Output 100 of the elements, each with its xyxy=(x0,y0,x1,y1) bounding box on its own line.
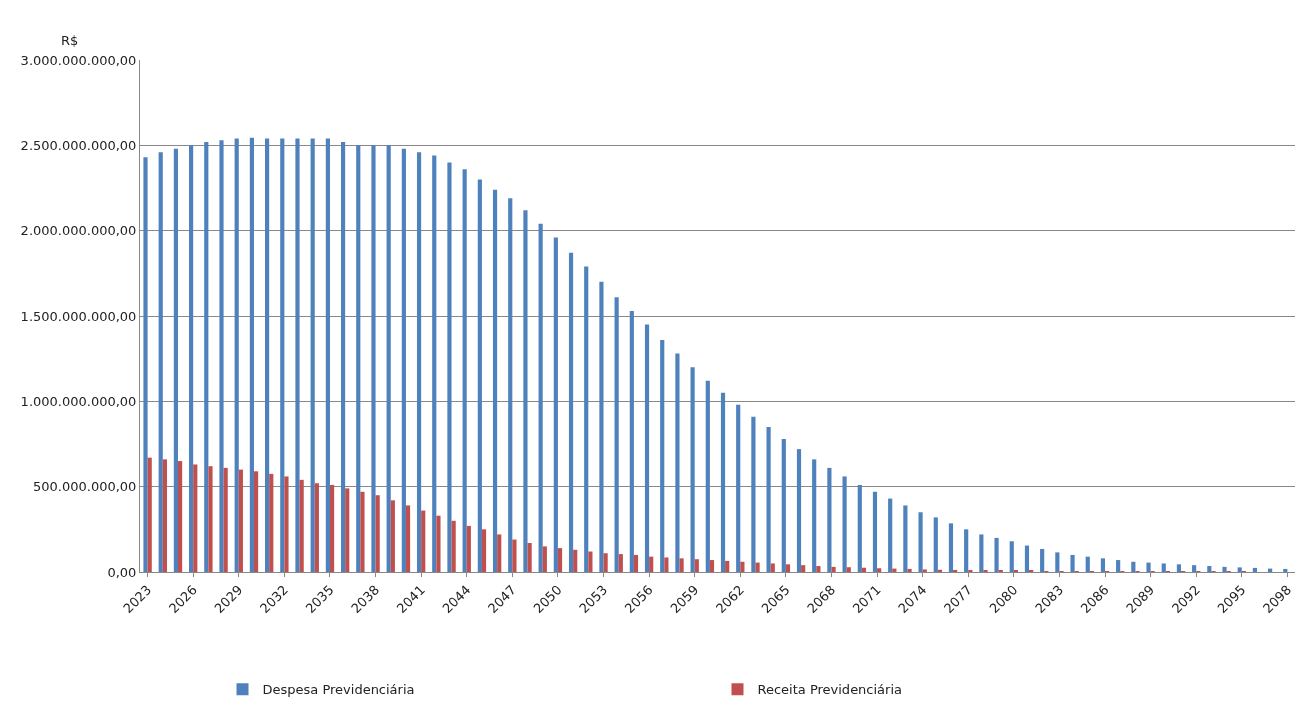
bar xyxy=(436,515,441,572)
bar xyxy=(542,546,547,572)
bar xyxy=(147,457,152,572)
bar xyxy=(371,145,376,572)
legend-label: Despesa Previdenciária xyxy=(262,682,415,698)
bar xyxy=(633,554,639,572)
bar xyxy=(1237,567,1242,572)
bar xyxy=(1252,567,1258,572)
bar xyxy=(831,566,836,572)
bar xyxy=(405,505,411,572)
bar xyxy=(1283,568,1288,572)
bar xyxy=(223,467,228,572)
bar xyxy=(796,449,802,572)
bar xyxy=(812,459,817,572)
bar xyxy=(903,505,908,572)
bar xyxy=(948,523,954,572)
bar xyxy=(193,464,198,572)
bar xyxy=(527,542,532,572)
bar xyxy=(314,483,319,572)
bar xyxy=(204,141,209,572)
bar xyxy=(295,138,300,572)
bar xyxy=(618,554,623,572)
bar xyxy=(964,529,969,572)
bar xyxy=(284,476,289,572)
bar xyxy=(234,138,239,572)
bar xyxy=(158,152,163,572)
bar xyxy=(492,189,498,572)
bar xyxy=(751,416,756,572)
bar xyxy=(1161,563,1166,572)
bar xyxy=(386,145,391,572)
bar xyxy=(664,557,669,572)
bar xyxy=(1040,548,1045,572)
bar xyxy=(888,498,893,572)
legend-label: Receita Previdenciária xyxy=(757,682,903,698)
bar xyxy=(588,551,593,572)
bar xyxy=(801,565,806,572)
bar xyxy=(177,461,183,572)
bar xyxy=(219,140,224,572)
bar xyxy=(994,537,999,572)
bar xyxy=(979,534,984,572)
bar xyxy=(447,162,452,572)
bar xyxy=(360,491,365,572)
bar xyxy=(462,169,467,572)
bar xyxy=(173,148,178,572)
bar xyxy=(208,466,213,572)
bar xyxy=(375,495,380,572)
bar xyxy=(675,353,680,572)
bar xyxy=(1207,566,1212,572)
bar xyxy=(584,266,589,572)
bar xyxy=(390,500,395,572)
bar xyxy=(329,484,335,572)
bar xyxy=(1192,565,1197,572)
bar xyxy=(249,137,254,572)
bar xyxy=(1116,560,1121,572)
bar xyxy=(265,138,270,572)
bar xyxy=(781,438,786,572)
bar xyxy=(614,297,619,572)
bar xyxy=(508,198,513,572)
bar xyxy=(299,479,304,572)
bar xyxy=(538,223,543,572)
bar xyxy=(1085,556,1090,572)
bar xyxy=(599,281,604,572)
bar xyxy=(1009,541,1014,572)
y-tick-label: 0,00 xyxy=(107,564,137,580)
bar xyxy=(451,520,456,572)
bar xyxy=(1222,566,1227,572)
bar xyxy=(280,138,285,572)
bar xyxy=(421,510,426,572)
bar xyxy=(709,560,715,572)
bar xyxy=(1100,558,1106,572)
bar xyxy=(694,559,699,572)
bar xyxy=(356,145,361,572)
bar xyxy=(345,488,350,572)
bar xyxy=(1024,545,1030,572)
bar xyxy=(785,564,791,572)
y-tick-label: 2.500.000.000,00 xyxy=(20,137,137,153)
bar xyxy=(523,210,528,572)
bar xyxy=(720,392,726,572)
bar xyxy=(736,404,741,572)
bar xyxy=(816,566,821,572)
bar xyxy=(922,569,927,572)
bar xyxy=(690,367,695,572)
bar xyxy=(189,145,194,572)
bar xyxy=(340,141,346,572)
bar xyxy=(466,525,471,572)
bar xyxy=(725,560,730,572)
bar xyxy=(705,380,710,572)
bar xyxy=(401,148,406,572)
bar xyxy=(512,539,517,572)
bar xyxy=(573,549,578,572)
bar xyxy=(679,558,684,572)
bar xyxy=(644,324,650,572)
bar xyxy=(603,553,608,572)
bar xyxy=(1055,552,1060,572)
bar xyxy=(918,512,923,572)
bar xyxy=(766,426,771,572)
y-axis-title: R$ xyxy=(61,33,79,48)
bar xyxy=(827,467,832,572)
bar xyxy=(660,339,665,572)
bar xyxy=(310,138,315,572)
